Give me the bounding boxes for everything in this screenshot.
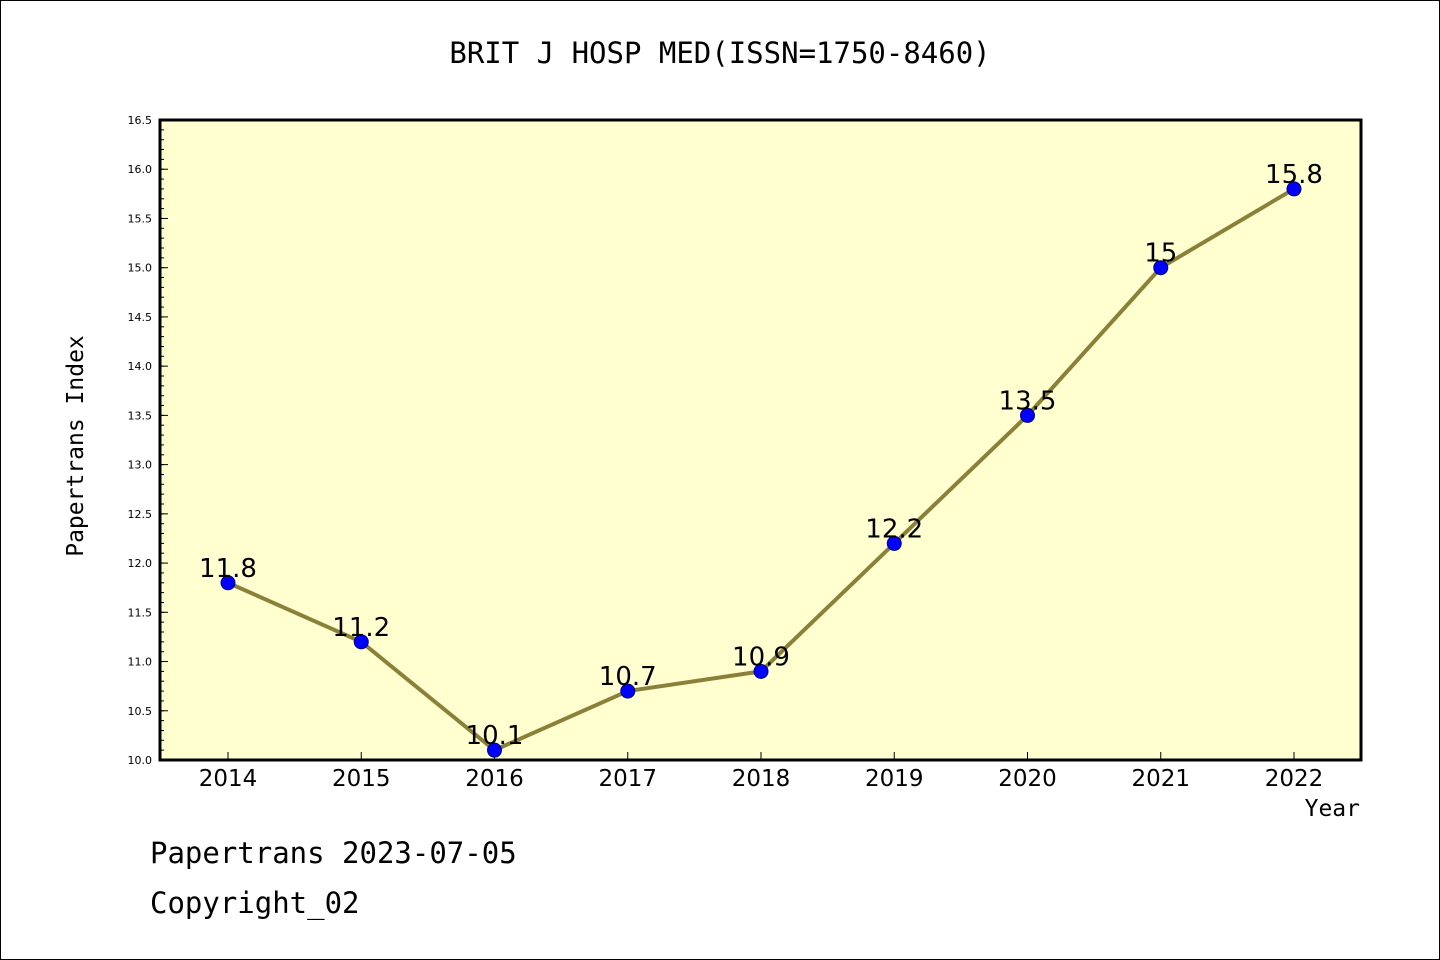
y-tick-label: 10.0 [128,754,153,767]
data-label: 12.2 [865,514,923,544]
data-point [487,742,502,758]
x-tick-label: 2016 [465,766,524,792]
data-point [753,663,769,679]
footer-date: Papertrans 2023-07-05 [150,836,517,870]
footer-copyright: Copyright_02 [150,886,360,920]
y-tick-label: 13.0 [128,459,153,472]
plot-border [158,118,1363,762]
x-tick-label: 2017 [598,766,657,792]
y-tick-label: 11.5 [128,606,153,619]
y-tick-label: 12.0 [128,557,153,570]
data-point [886,535,902,551]
x-tick-label: 2019 [865,766,924,792]
data-label: 10.7 [599,662,657,692]
y-tick-label: 12.5 [128,508,153,521]
x-tick-label: 2014 [199,766,258,792]
y-tick-label: 11.0 [128,656,153,669]
x-tick-label: 2022 [1265,766,1324,792]
y-tick-label: 15.0 [128,262,153,275]
y-tick-label: 16.0 [128,163,153,176]
data-point [620,683,636,699]
data-label: 13.5 [999,386,1057,416]
data-point [1153,260,1169,276]
y-tick-label: 10.5 [128,705,153,718]
data-point [1020,407,1035,423]
y-tick-label: 14.5 [128,311,153,324]
x-axis-label: Year [1304,796,1360,822]
y-tick-label: 13.5 [128,409,153,422]
data-label: 10.1 [466,721,524,751]
data-point [1286,181,1302,197]
x-tick-label: 2021 [1131,766,1190,792]
data-label: 11.2 [332,613,390,643]
plot-area [160,120,1361,760]
y-tick-label: 14.0 [128,360,153,373]
data-label: 15 [1144,239,1177,269]
y-tick-label: 15.5 [128,212,153,225]
data-label: 10.9 [732,642,790,672]
x-tick-label: 2020 [998,766,1057,792]
data-point [353,634,369,650]
x-tick-label: 2018 [732,766,791,792]
data-label: 11.8 [199,554,257,584]
chart-title: BRIT J HOSP MED(ISSN=1750-8460) [449,36,991,70]
data-label: 15.8 [1265,160,1323,190]
data-point [220,575,236,591]
y-tick-label: 16.5 [128,114,153,127]
x-tick-label: 2015 [332,766,391,792]
